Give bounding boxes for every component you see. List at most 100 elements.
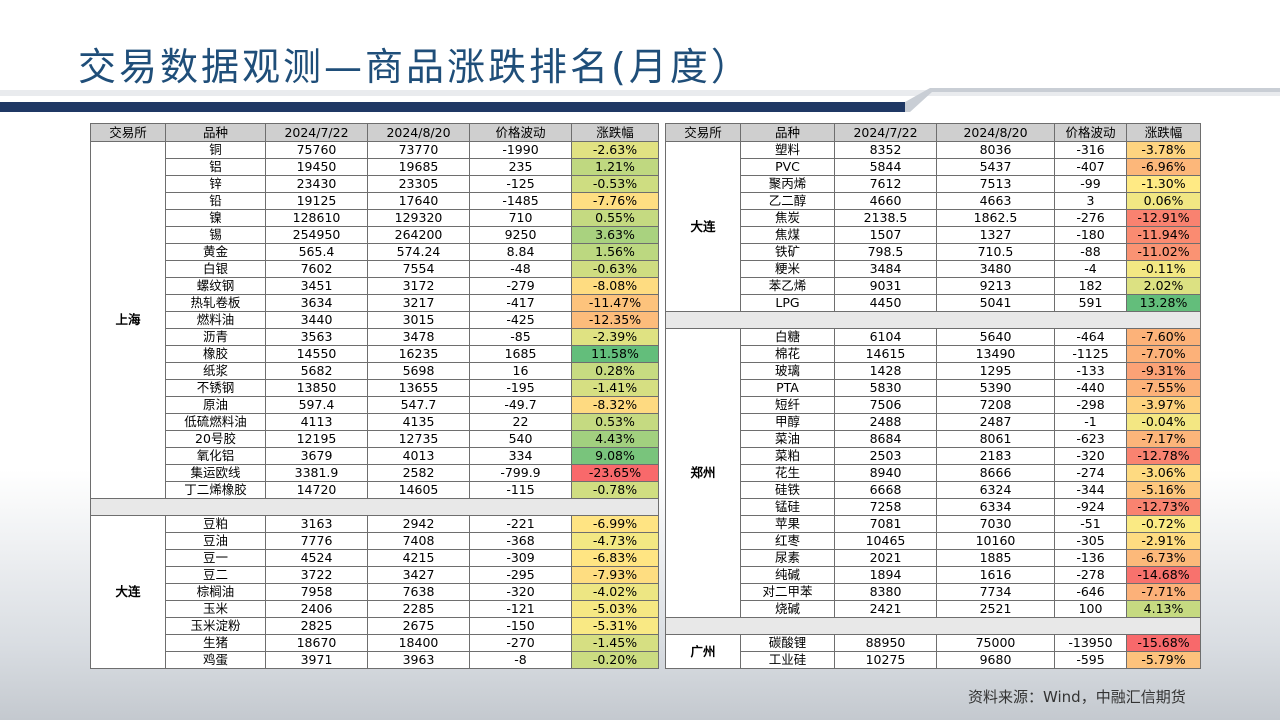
price-date1-cell: 10465 [834,532,937,550]
price-change-cell: -1 [1054,413,1127,431]
price-date2-cell: 4663 [936,192,1055,210]
price-date2-cell: 7638 [367,583,470,601]
variety-cell: 碳酸锂 [740,634,835,652]
price-date1-cell: 88950 [834,634,937,652]
table-row: 花生 8940 8666 -274 -3.06% [666,464,1201,482]
spacer-cell [665,311,1201,329]
variety-cell: 螺纹钢 [165,277,266,295]
variety-cell: 玻璃 [740,362,835,380]
price-change-cell: -1485 [469,192,572,210]
price-change-cell: -320 [469,583,572,601]
price-date1-cell: 3634 [265,294,368,312]
price-change-cell: -298 [1054,396,1127,414]
price-change-cell: -316 [1054,141,1127,159]
price-change-cell: 182 [1054,277,1127,295]
price-date1-cell: 7506 [834,396,937,414]
header-date-2: 2024/8/20 [367,123,470,142]
price-date1-cell: 14615 [834,345,937,363]
variety-cell: 鸡蛋 [165,651,266,669]
variety-cell: 热轧卷板 [165,294,266,312]
variety-cell: 豆二 [165,566,266,584]
price-change-cell: -85 [469,328,572,346]
table-row: PTA 5830 5390 -440 -7.55% [666,379,1201,397]
price-date1-cell: 2825 [265,617,368,635]
table-row: 燃料油 3440 3015 -425 -12.35% [91,311,659,329]
pct-change-cell: -3.06% [1126,464,1201,482]
price-change-cell: 3 [1054,192,1127,210]
variety-cell: 尿素 [740,549,835,567]
price-date2-cell: 5390 [936,379,1055,397]
pct-change-cell: -0.20% [571,651,659,669]
variety-cell: 玉米 [165,600,266,618]
price-date1-cell: 3971 [265,651,368,669]
price-date1-cell: 3381.9 [265,464,368,482]
price-date1-cell: 10275 [834,651,937,669]
price-date2-cell: 8061 [936,430,1055,448]
pct-change-cell: -7.55% [1126,379,1201,397]
variety-cell: 聚丙烯 [740,175,835,193]
price-change-cell: -320 [1054,447,1127,465]
table-row: 沥青 3563 3478 -85 -2.39% [91,328,659,346]
price-date1-cell: 7612 [834,175,937,193]
pct-change-cell: 0.55% [571,209,659,227]
table-row: 焦炭 2138.5 1862.5 -276 -12.91% [666,209,1201,227]
pct-change-cell: -7.93% [571,566,659,584]
variety-cell: 纸浆 [165,362,266,380]
price-date1-cell: 798.5 [834,243,937,261]
pct-change-cell: -5.79% [1126,651,1201,669]
price-date2-cell: 3015 [367,311,470,329]
pct-change-cell: -6.83% [571,549,659,567]
pct-change-cell: 1.21% [571,158,659,176]
price-change-cell: -136 [1054,549,1127,567]
variety-cell: 不锈钢 [165,379,266,397]
table-row: 大连 豆粕 3163 2942 -221 -6.99% [90,515,659,669]
pct-change-cell: -0.72% [1126,515,1201,533]
table-row: 纸浆 5682 5698 16 0.28% [91,362,659,380]
variety-cell: 对二甲苯 [740,583,835,601]
price-date1-cell: 2406 [265,600,368,618]
price-date2-cell: 2675 [367,617,470,635]
header-date-2: 2024/8/20 [936,123,1055,142]
table-row: 菜油 8684 8061 -623 -7.17% [666,430,1201,448]
table-row: 聚丙烯 7612 7513 -99 -1.30% [666,175,1201,193]
group-spacer-row [90,498,659,516]
header-variety: 品种 [740,123,835,142]
price-change-cell: 8.84 [469,243,572,261]
price-date2-cell: 3172 [367,277,470,295]
variety-cell: 锰硅 [740,498,835,516]
price-change-cell: -595 [1054,651,1127,669]
price-date2-cell: 7408 [367,532,470,550]
variety-cell: 苯乙烯 [740,277,835,295]
pct-change-cell: -12.91% [1126,209,1201,227]
price-date2-cell: 710.5 [936,243,1055,261]
table-row: 螺纹钢 3451 3172 -279 -8.08% [91,277,659,295]
pct-change-cell: 1.56% [571,243,659,261]
table-row: 棉花 14615 13490 -1125 -7.70% [666,345,1201,363]
price-date1-cell: 4524 [265,549,368,567]
price-change-cell: -221 [469,515,572,533]
price-date1-cell: 7776 [265,532,368,550]
table-row: 集运欧线 3381.9 2582 -799.9 -23.65% [91,464,659,482]
price-change-cell: -344 [1054,481,1127,499]
variety-cell: 甲醇 [740,413,835,431]
price-date1-cell: 6104 [834,328,937,346]
price-change-cell: -88 [1054,243,1127,261]
price-date2-cell: 3963 [367,651,470,669]
pct-change-cell: 3.63% [571,226,659,244]
pct-change-cell: -6.99% [571,515,659,533]
price-date2-cell: 9213 [936,277,1055,295]
commodity-table-left: 交易所 品种 2024/7/22 2024/8/20 价格波动 涨跌幅 上海铜 7… [90,123,659,669]
price-change-cell: 235 [469,158,572,176]
price-date1-cell: 4450 [834,294,937,312]
pct-change-cell: -1.30% [1126,175,1201,193]
price-change-cell: -407 [1054,158,1127,176]
price-date1-cell: 565.4 [265,243,368,261]
price-date1-cell: 13850 [265,379,368,397]
pct-change-cell: -11.47% [571,294,659,312]
variety-cell: 粳米 [740,260,835,278]
table-row: 苹果 7081 7030 -51 -0.72% [666,515,1201,533]
price-date1-cell: 128610 [265,209,368,227]
price-date1-cell: 2488 [834,413,937,431]
price-date1-cell: 5844 [834,158,937,176]
table-row: 不锈钢 13850 13655 -195 -1.41% [91,379,659,397]
